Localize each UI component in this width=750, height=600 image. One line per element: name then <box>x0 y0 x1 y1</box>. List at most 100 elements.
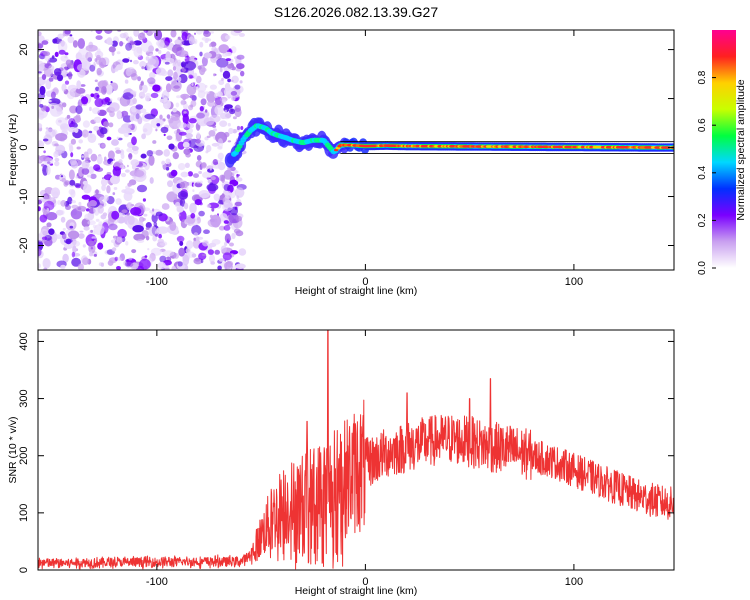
noise-blob <box>140 153 147 159</box>
noise-blob <box>128 124 133 129</box>
noise-blob <box>90 30 93 33</box>
noise-blob <box>200 67 207 73</box>
noise-blob <box>169 221 177 232</box>
noise-blob <box>200 98 207 106</box>
noise-blob <box>223 131 230 138</box>
noise-blob <box>76 80 82 90</box>
figure-title: S126.2026.082.13.39.G27 <box>274 4 438 20</box>
noise-blob <box>88 130 93 134</box>
noise-blob <box>96 67 102 76</box>
noise-blob <box>230 79 234 82</box>
noise-blob <box>213 193 220 201</box>
noise-blob <box>116 51 121 55</box>
noise-blob <box>94 239 98 242</box>
noise-blob <box>81 218 91 228</box>
noise-blob <box>183 202 189 210</box>
noise-blob <box>72 40 78 48</box>
noise-blob <box>235 215 243 222</box>
noise-blob <box>116 236 123 243</box>
noise-blob <box>179 198 186 207</box>
noise-blob <box>235 230 244 237</box>
frequency-trace <box>224 117 674 168</box>
noise-blob <box>179 266 184 270</box>
noise-blob <box>155 233 159 237</box>
noise-blob <box>177 190 189 200</box>
noise-blob <box>69 222 75 227</box>
noise-scatter <box>38 30 247 270</box>
noise-blob <box>173 252 179 259</box>
noise-blob <box>147 58 156 66</box>
noise-blob <box>203 229 210 234</box>
noise-blob <box>147 248 150 251</box>
noise-blob <box>208 130 216 137</box>
noise-blob <box>187 171 193 177</box>
noise-blob <box>114 256 119 261</box>
noise-blob <box>84 213 93 221</box>
noise-blob <box>65 204 71 210</box>
noise-blob <box>187 123 194 129</box>
noise-blob <box>218 258 225 262</box>
noise-blob <box>78 139 83 144</box>
noise-blob <box>56 74 64 82</box>
noise-blob <box>174 39 181 45</box>
noise-blob <box>220 245 227 253</box>
noise-blob <box>97 205 104 214</box>
noise-blob <box>68 169 75 180</box>
noise-blob <box>77 99 83 108</box>
noise-blob <box>101 143 106 148</box>
noise-blob <box>153 213 156 216</box>
noise-blob <box>115 198 122 205</box>
noise-blob <box>80 96 89 105</box>
noise-blob <box>67 71 73 80</box>
noise-blob <box>157 261 166 270</box>
noise-blob <box>227 237 232 241</box>
noise-blob <box>61 83 67 92</box>
noise-blob <box>231 232 236 240</box>
noise-blob <box>81 160 90 169</box>
colorbar-tick-label: 0.2 <box>697 213 708 227</box>
noise-blob <box>219 67 223 73</box>
noise-blob <box>55 133 68 141</box>
noise-blob <box>126 202 132 211</box>
noise-blob <box>107 150 115 160</box>
noise-blob <box>193 173 199 179</box>
noise-blob <box>42 193 51 200</box>
noise-blob <box>61 177 67 183</box>
noise-blob <box>196 180 200 184</box>
noise-blob <box>89 252 93 257</box>
noise-blob <box>133 170 145 177</box>
noise-blob <box>94 98 104 108</box>
noise-blob <box>82 54 85 59</box>
noise-blob <box>70 138 76 145</box>
noise-blob <box>74 183 81 187</box>
noise-blob <box>66 114 71 119</box>
spectrogram-y-ticks: -20 -10 0 10 20 <box>18 43 674 253</box>
y-tick-label: -10 <box>18 189 30 205</box>
noise-blob <box>208 193 211 196</box>
noise-blob <box>196 236 204 240</box>
noise-blob <box>38 248 42 257</box>
snr-y-ticks: 0 100 200 300 400 <box>18 332 674 573</box>
noise-blob <box>233 30 243 34</box>
noise-blob <box>100 178 108 187</box>
noise-blob <box>52 194 59 199</box>
x-tick-label: 100 <box>565 276 583 288</box>
noise-blob <box>144 255 148 258</box>
noise-blob <box>78 201 82 206</box>
noise-blob <box>191 253 197 258</box>
noise-blob <box>221 77 224 82</box>
noise-blob <box>43 258 50 268</box>
noise-blob <box>185 247 191 255</box>
noise-blob <box>183 111 187 114</box>
noise-blob <box>61 102 67 108</box>
noise-blob <box>119 164 125 168</box>
noise-blob <box>167 69 174 77</box>
noise-blob <box>81 155 84 158</box>
noise-blob <box>143 30 149 33</box>
noise-blob <box>53 68 62 76</box>
noise-blob <box>221 174 226 183</box>
noise-blob <box>155 48 159 52</box>
noise-blob <box>127 182 133 187</box>
noise-blob <box>38 31 42 37</box>
noise-blob <box>45 212 58 221</box>
